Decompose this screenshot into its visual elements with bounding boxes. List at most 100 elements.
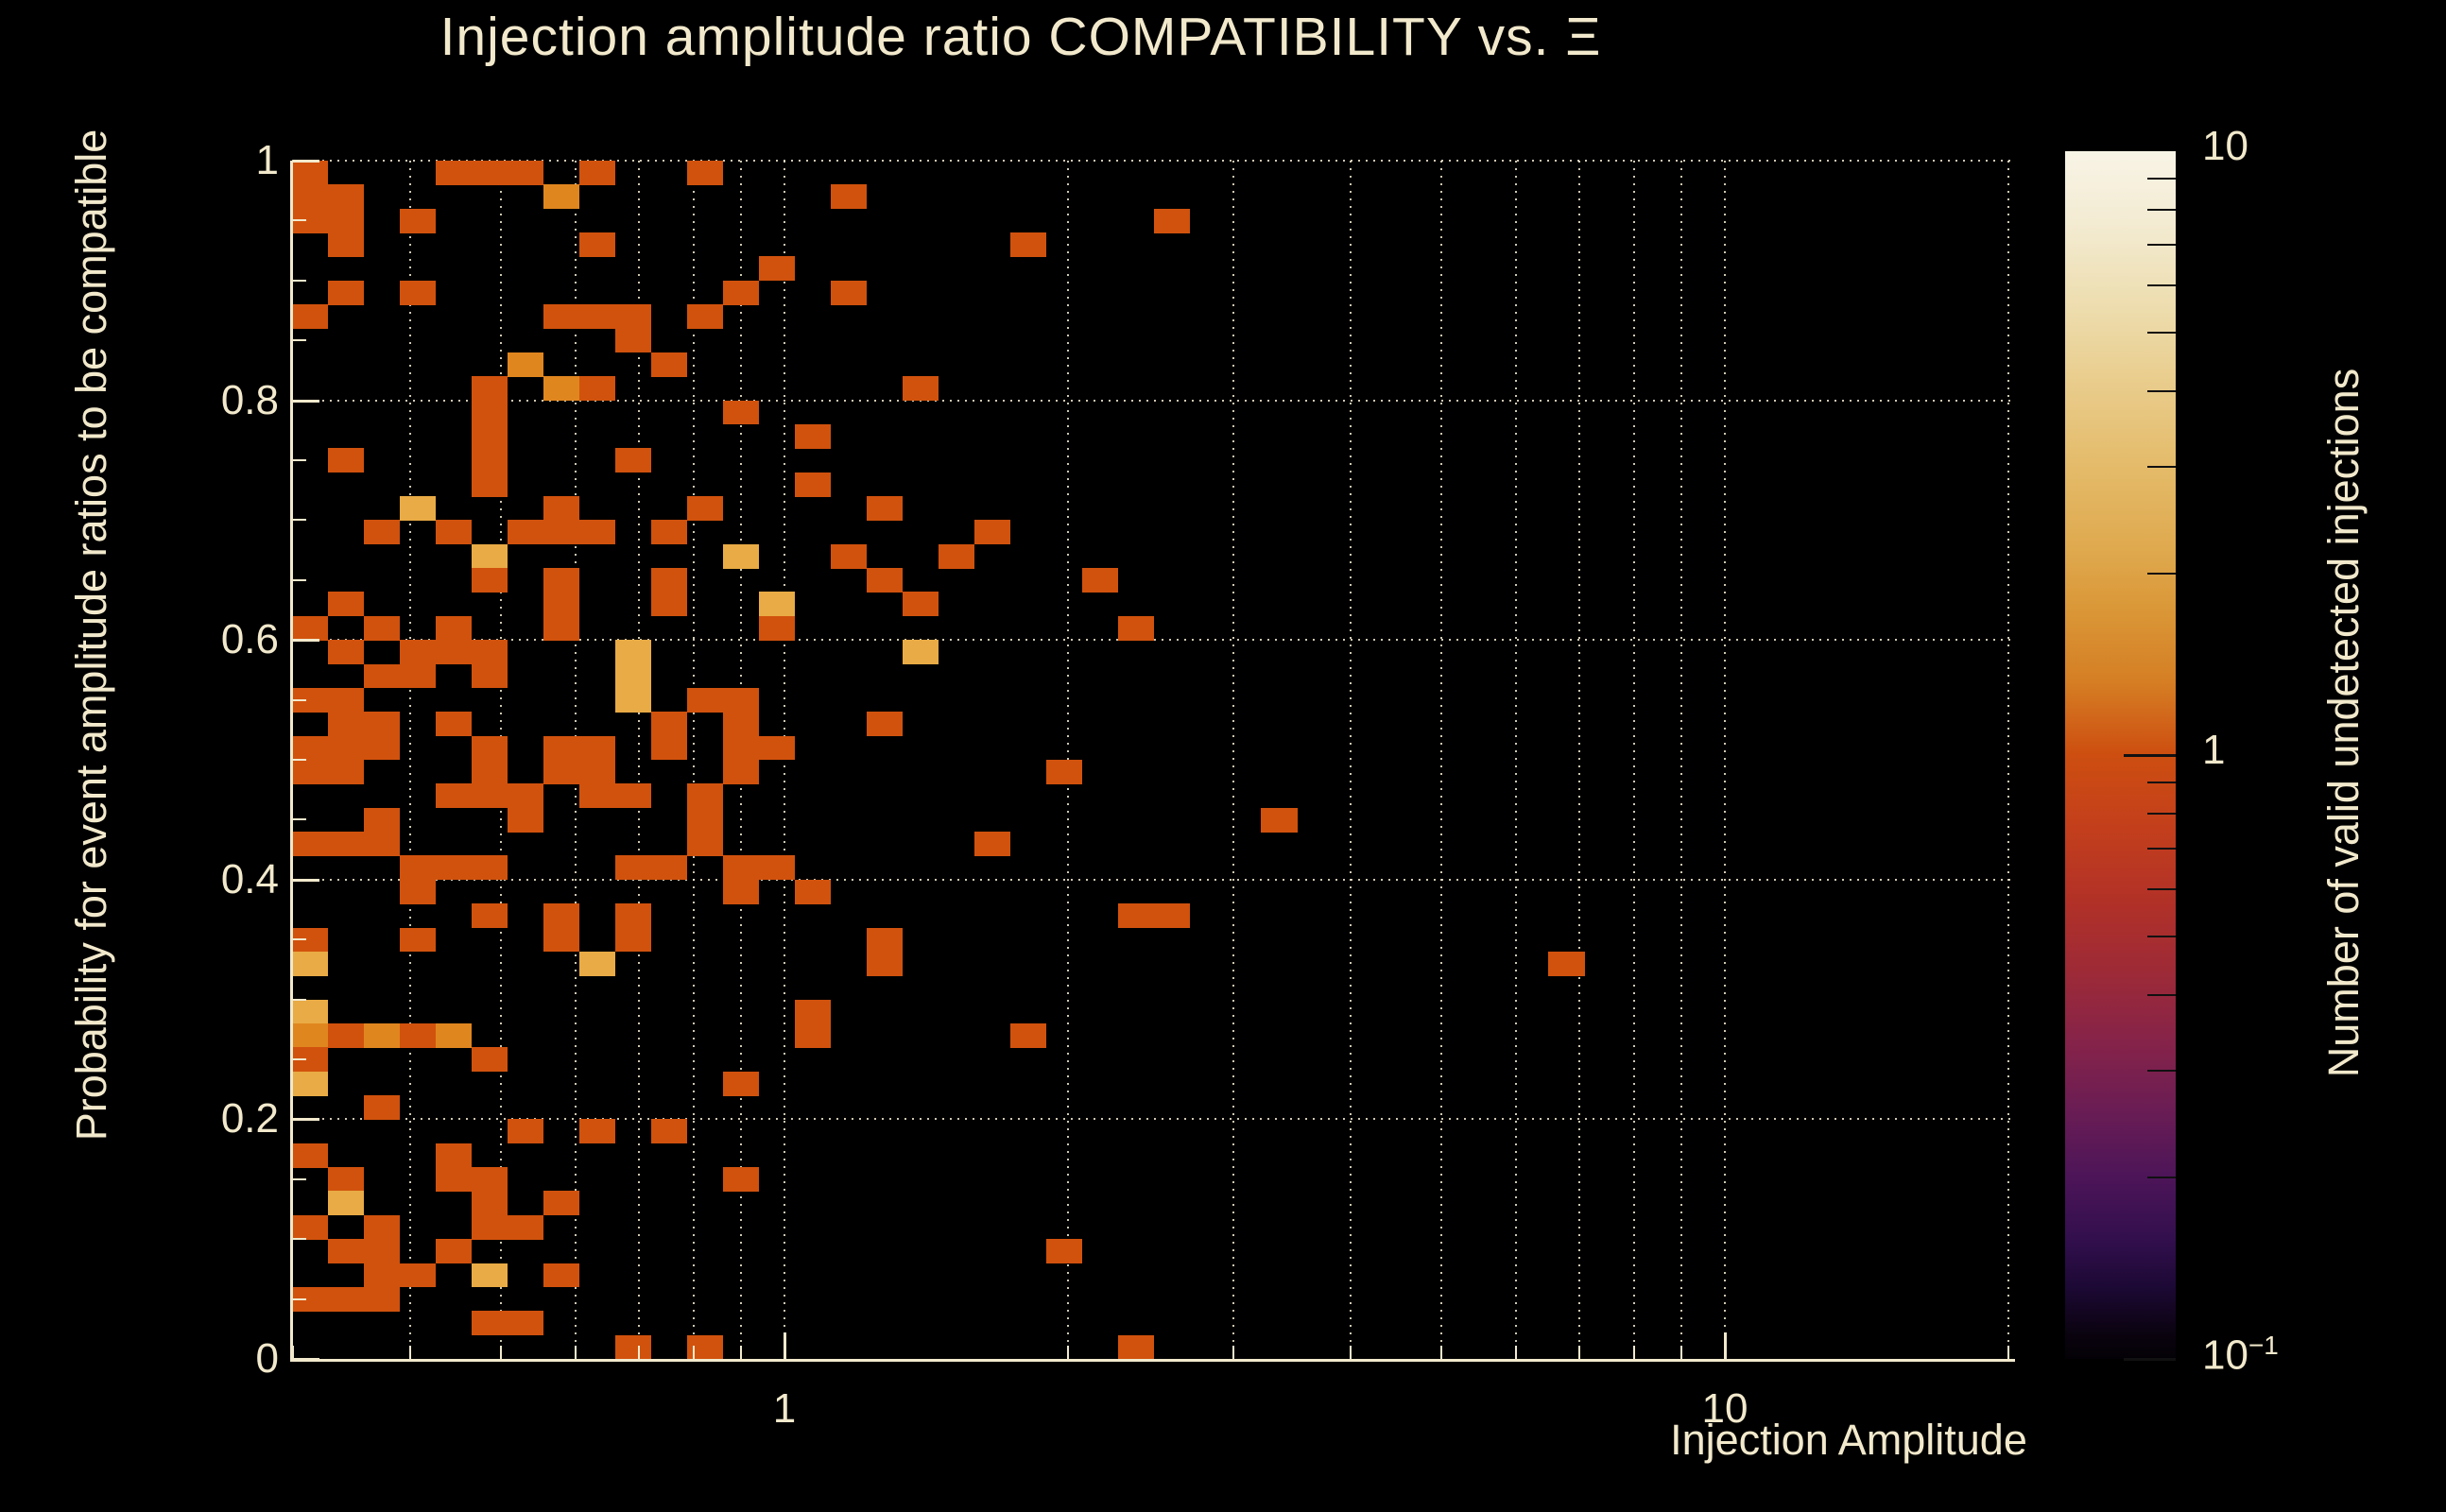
y-minor-tick (293, 759, 306, 761)
x-tick-label: 1 (772, 1385, 797, 1432)
colorbar-minor-tick (2147, 178, 2176, 180)
x-minor-tick (2007, 1346, 2009, 1359)
heatmap-cell (399, 1263, 437, 1288)
x-gridline (1724, 161, 1726, 1359)
heatmap-cell (650, 712, 688, 737)
heatmap-cell (543, 520, 580, 545)
heatmap-cell (758, 855, 796, 881)
heatmap-cell (578, 304, 616, 330)
x-minor-tick (692, 1346, 695, 1359)
colorbar-major-tick (2124, 1358, 2176, 1361)
heatmap-cell (471, 663, 508, 689)
heatmap-cell (543, 1191, 580, 1216)
heatmap-cell (722, 687, 760, 713)
x-gridline (1577, 161, 1580, 1359)
heatmap-cell (722, 1167, 760, 1192)
heatmap-cell (543, 615, 580, 641)
heatmap-cell (292, 1214, 329, 1240)
heatmap-cell (435, 1239, 473, 1264)
colorbar-minor-tick (2147, 1070, 2176, 1073)
heatmap-cell (471, 735, 508, 761)
heatmap-cell (363, 1022, 401, 1048)
heatmap-cell (686, 783, 724, 809)
heatmap-cell (471, 1214, 508, 1240)
heatmap-cell (327, 832, 365, 856)
heatmap-cell (794, 472, 832, 497)
heatmap-cell (578, 520, 616, 545)
x-minor-tick (1066, 1346, 1069, 1359)
heatmap-cell (363, 615, 401, 641)
heatmap-cell (686, 832, 724, 856)
y-minor-tick (293, 1058, 306, 1060)
heatmap-cell (327, 712, 365, 737)
heatmap-cell (578, 1119, 616, 1144)
heatmap-cell (973, 832, 1011, 856)
heatmap-cell (292, 1071, 329, 1096)
heatmap-cell (507, 783, 544, 809)
x-gridline (1680, 161, 1683, 1359)
colorbar-tick-label: 10−1 (2202, 1331, 2279, 1379)
heatmap-cell (327, 640, 365, 665)
heatmap-cell (686, 496, 724, 521)
y-minor-tick (293, 578, 306, 581)
colorbar-major-tick (2124, 754, 2176, 757)
heatmap-cell (722, 280, 760, 305)
y-minor-tick (293, 938, 306, 941)
heatmap-cell (1548, 951, 1585, 976)
y-major-tick (293, 639, 319, 643)
heatmap-cell (614, 783, 652, 809)
y-minor-tick (293, 878, 306, 881)
x-gridline (1632, 161, 1635, 1359)
heatmap-cell (866, 496, 904, 521)
colorbar-minor-tick (2147, 812, 2176, 815)
heatmap-cell (399, 879, 437, 904)
heatmap-cell (435, 161, 473, 185)
heatmap-cell (794, 423, 832, 449)
heatmap-cell (327, 760, 365, 784)
heatmap-cell (327, 280, 365, 305)
heatmap-cell (399, 855, 437, 881)
x-gridline (409, 161, 412, 1359)
heatmap-cell (614, 1334, 652, 1360)
x-minor-tick (409, 1346, 412, 1359)
y-gridline (292, 399, 2015, 402)
heatmap-cell (363, 1095, 401, 1120)
heatmap-cell (435, 640, 473, 665)
y-minor-tick (293, 818, 306, 821)
colorbar-minor-tick (2147, 284, 2176, 286)
heatmap-cell (830, 280, 868, 305)
heatmap-cell (292, 304, 329, 330)
heatmap-cell (866, 951, 904, 976)
heatmap-cell (399, 663, 437, 689)
y-minor-tick (293, 519, 306, 522)
heatmap-cell (1117, 1334, 1154, 1360)
heatmap-cell (507, 352, 544, 377)
heatmap-cell (471, 568, 508, 593)
heatmap-cell (471, 1311, 508, 1336)
colorbar-tick-label: 10 (2202, 123, 2248, 169)
heatmap-cell (471, 448, 508, 473)
heatmap-cell (435, 1022, 473, 1048)
colorbar-minor-tick (2147, 1176, 2176, 1178)
heatmap-cell (471, 855, 508, 881)
colorbar-minor-tick (2147, 782, 2176, 784)
x-gridline (1232, 161, 1234, 1359)
y-tick-label: 0.4 (220, 855, 279, 902)
y-major-tick (293, 878, 319, 882)
heatmap-cell (1117, 903, 1154, 929)
heatmap-cell (363, 1286, 401, 1312)
y-gridline (292, 1118, 2015, 1121)
heatmap-cell (1261, 807, 1298, 833)
heatmap-cell (327, 448, 365, 473)
heatmap-cell (543, 1263, 580, 1288)
heatmap-cell (471, 640, 508, 665)
heatmap-cell (722, 543, 760, 569)
heatmap-cell (435, 855, 473, 881)
heatmap-cell (578, 951, 616, 976)
x-gridline (1350, 161, 1352, 1359)
heatmap-cell (578, 376, 616, 402)
colorbar-minor-tick (2147, 243, 2176, 246)
heatmap-cell (327, 1191, 365, 1216)
heatmap-cell (363, 1239, 401, 1264)
heatmap-cell (650, 352, 688, 377)
